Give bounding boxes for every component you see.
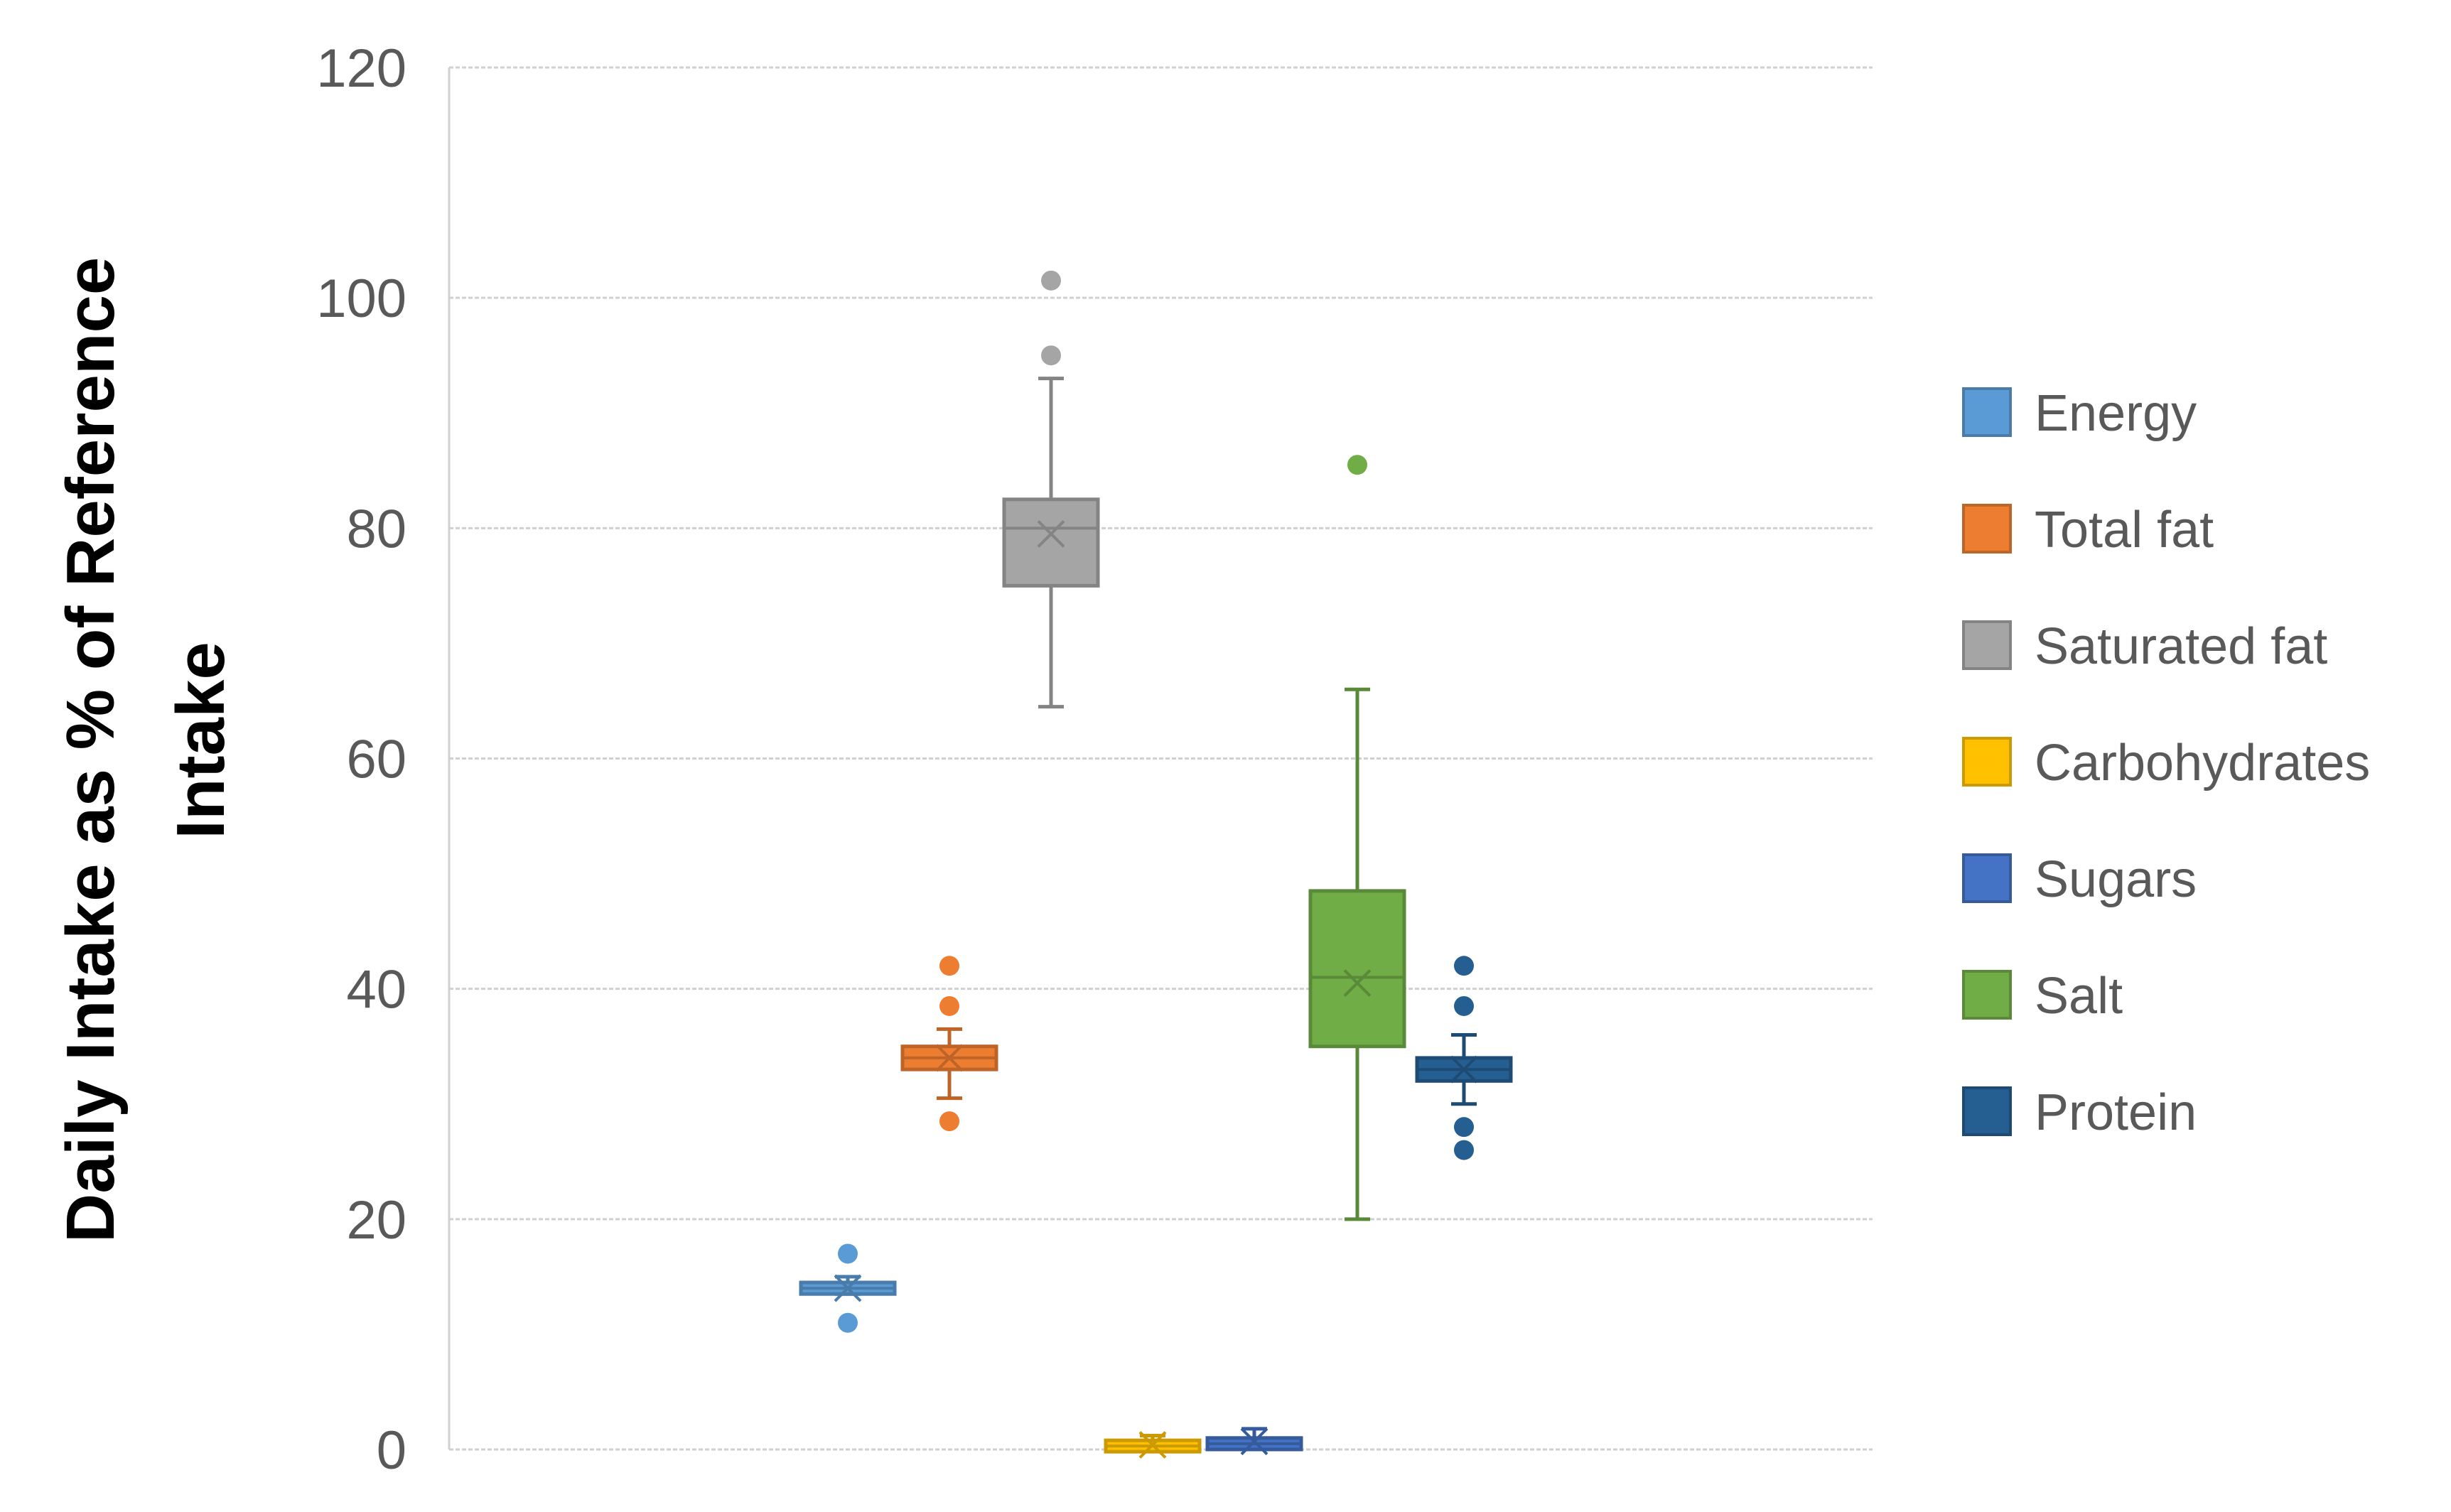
y-axis: 0 20 40 60 80 100 120: [316, 38, 406, 1481]
mean-marker: [1450, 1055, 1478, 1084]
mean-marker: [1037, 520, 1065, 548]
legend-swatch: [1962, 970, 2012, 1020]
outlier-point: [1454, 995, 1474, 1016]
outlier-point: [1041, 270, 1061, 291]
box-iqr: [1002, 497, 1100, 588]
box-saturated-fat: [1002, 270, 1100, 709]
legend-swatch: [1962, 504, 2012, 554]
y-tick-label: 100: [316, 269, 406, 329]
box-sugars: [1205, 1427, 1303, 1456]
box-salt: [1308, 455, 1406, 1221]
legend-label: Saturated fat: [2035, 618, 2327, 675]
gridlines: [448, 66, 1873, 1451]
legend-item-energy: Energy: [1962, 385, 2197, 442]
outlier-point: [1041, 345, 1061, 366]
legend-item-total-fat: Total fat: [1962, 502, 2214, 558]
y-axis-label-line-1: Daily Intake as % of Reference: [53, 257, 129, 1243]
box-total-fat: [900, 956, 998, 1132]
legend-label: Total fat: [2035, 502, 2214, 558]
y-tick-label: 40: [346, 960, 406, 1020]
y-tick-label: 120: [316, 38, 406, 99]
outlier-point: [838, 1243, 858, 1264]
legend-label: Protein: [2035, 1084, 2197, 1141]
box-energy: [799, 1243, 897, 1333]
outlier-point: [1454, 956, 1474, 976]
y-axis-label: Daily Intake as % of Reference Intake: [53, 238, 239, 1243]
legend-swatch: [1962, 737, 2012, 787]
box-carbohydrates: [1104, 1431, 1202, 1459]
legend-item-sugars: Sugars: [1962, 851, 2197, 908]
legend-swatch: [1962, 620, 2012, 670]
outlier-point: [939, 995, 959, 1016]
y-axis-label-line-2: Intake: [163, 642, 239, 838]
legend-swatch: [1962, 1086, 2012, 1136]
y-tick-label: 80: [346, 499, 406, 559]
mean-marker: [1240, 1427, 1268, 1456]
legend-item-salt: Salt: [1962, 968, 2123, 1025]
box-protein: [1415, 956, 1513, 1160]
outlier-point: [1347, 455, 1367, 475]
outlier-point: [838, 1312, 858, 1333]
outlier-point: [939, 1111, 959, 1132]
outlier-point: [1454, 1117, 1474, 1138]
mean-marker: [834, 1274, 862, 1302]
series-boxes: [799, 270, 1513, 1459]
outlier-point: [1454, 1140, 1474, 1160]
mean-marker: [935, 1044, 964, 1072]
y-tick-label: 60: [346, 730, 406, 790]
legend-label: Carbohydrates: [2035, 735, 2370, 792]
legend-item-saturated-fat: Saturated fat: [1962, 618, 2327, 675]
legend-label: Sugars: [2035, 851, 2197, 908]
y-tick-label: 0: [377, 1420, 406, 1481]
y-tick-label: 20: [346, 1190, 406, 1251]
legend-swatch: [1962, 387, 2012, 437]
legend: Energy Total fat Saturated fat Carbohydrate…: [1962, 385, 2370, 1141]
legend-item-protein: Protein: [1962, 1084, 2197, 1141]
legend-label: Energy: [2035, 385, 2197, 442]
legend-label: Salt: [2035, 968, 2123, 1025]
box-iqr: [1308, 889, 1406, 1049]
legend-swatch: [1962, 853, 2012, 903]
outlier-point: [939, 956, 959, 976]
mean-marker: [1343, 969, 1372, 997]
legend-item-carbohydrates: Carbohydrates: [1962, 735, 2370, 792]
mean-marker: [1138, 1431, 1167, 1459]
